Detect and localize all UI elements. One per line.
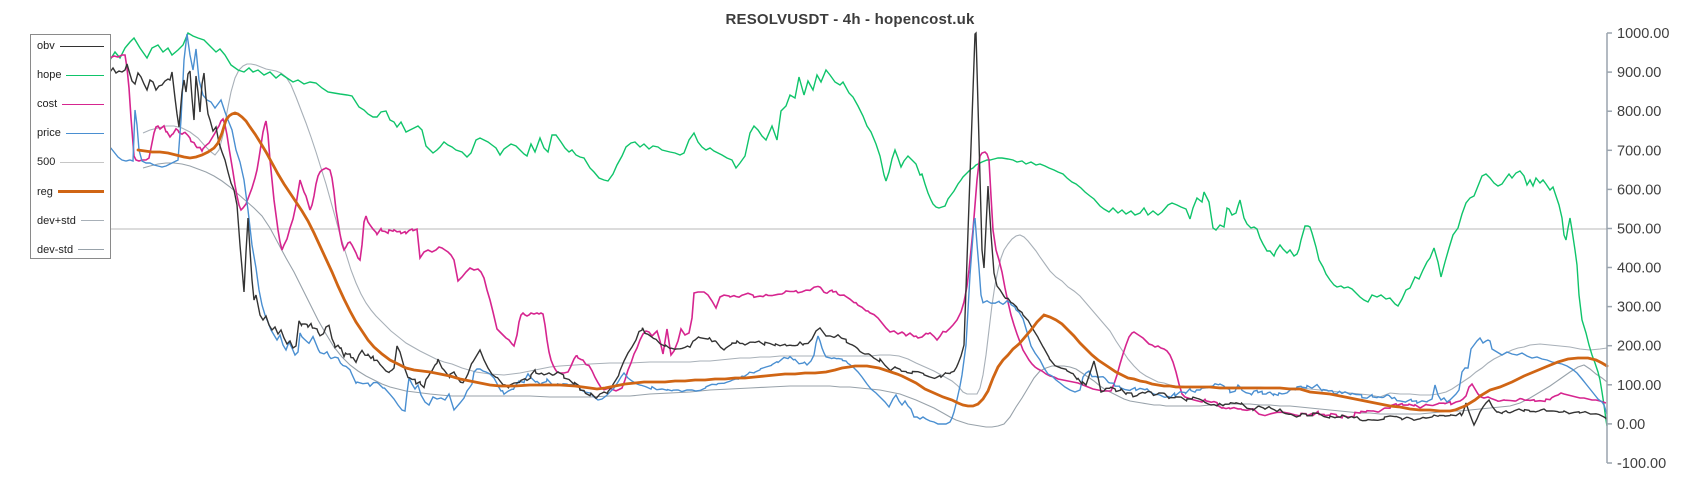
svg-text:-100.00: -100.00 [1617,456,1666,472]
svg-text:1000.00: 1000.00 [1617,26,1669,42]
svg-text:500.00: 500.00 [1617,222,1661,238]
svg-text:100.00: 100.00 [1617,378,1661,394]
svg-text:900.00: 900.00 [1617,65,1661,81]
svg-text:200.00: 200.00 [1617,339,1661,355]
svg-text:800.00: 800.00 [1617,104,1661,120]
svg-text:0.00: 0.00 [1617,417,1645,433]
svg-text:600.00: 600.00 [1617,182,1661,198]
svg-text:400.00: 400.00 [1617,261,1661,277]
svg-text:300.00: 300.00 [1617,300,1661,316]
svg-text:700.00: 700.00 [1617,143,1661,159]
